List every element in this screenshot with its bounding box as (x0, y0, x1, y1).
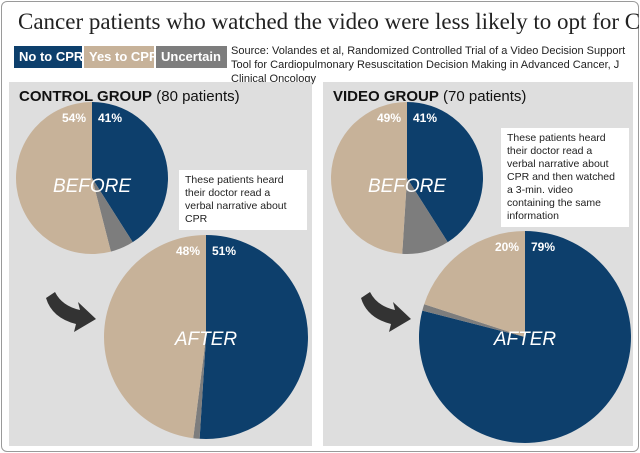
control-after-label-yes: 48% (176, 244, 200, 258)
control-after-slice-no-to-cpr (199, 235, 309, 440)
control-arrow-icon (46, 292, 96, 332)
control-before-slice-no-to-cpr (92, 102, 168, 243)
control-after-label-no: 51% (212, 244, 236, 258)
video-group-name: VIDEO GROUP (333, 88, 439, 105)
video-after-label-no: 79% (531, 240, 555, 254)
control-group-count: (80 patients) (156, 88, 240, 105)
control-group-note: These patients heard their doctor read a… (179, 170, 307, 230)
chart-title: Cancer patients who watched the video we… (18, 9, 640, 34)
control-after-title: AFTER (174, 329, 238, 350)
video-after-slice-no-to-cpr (419, 231, 631, 444)
control-before-title: BEFORE (53, 176, 131, 197)
video-group-note: These patients heard their doctor read a… (501, 128, 629, 227)
video-before-title: BEFORE (368, 176, 446, 197)
video-before-slice-uncertain (402, 178, 448, 254)
legend-yes-cpr: Yes to CPR (84, 46, 158, 68)
control-after-slice-yes-to-cpr (103, 235, 206, 439)
video-before-label-yes: 49% (377, 111, 401, 125)
control-group-name: CONTROL GROUP (19, 88, 153, 105)
control-before-label-yes: 54% (62, 111, 86, 125)
control-before-label-no: 41% (98, 111, 122, 125)
video-after-slice-yes-to-cpr (424, 231, 525, 337)
video-group-count: (70 patients) (443, 88, 527, 105)
video-before-label-no: 41% (413, 111, 437, 125)
control-before-slice-uncertain (92, 178, 133, 252)
video-before-slice-yes-to-cpr (330, 102, 407, 254)
legend-no-cpr: No to CPR (14, 46, 83, 68)
control-group-heading: CONTROL GROUP (80 patients) (19, 88, 240, 105)
video-arrow-icon (361, 292, 411, 332)
video-after-title: AFTER (493, 329, 557, 350)
video-after-label-yes: 20% (495, 240, 519, 254)
video-after-slice-uncertain (422, 304, 525, 337)
control-before-slice-yes-to-cpr (15, 102, 111, 254)
legend-uncertain: Uncertain (156, 46, 227, 68)
video-before-slice-no-to-cpr (407, 102, 483, 243)
control-after-slice-uncertain (193, 337, 206, 439)
video-group-heading: VIDEO GROUP (70 patients) (333, 88, 526, 105)
